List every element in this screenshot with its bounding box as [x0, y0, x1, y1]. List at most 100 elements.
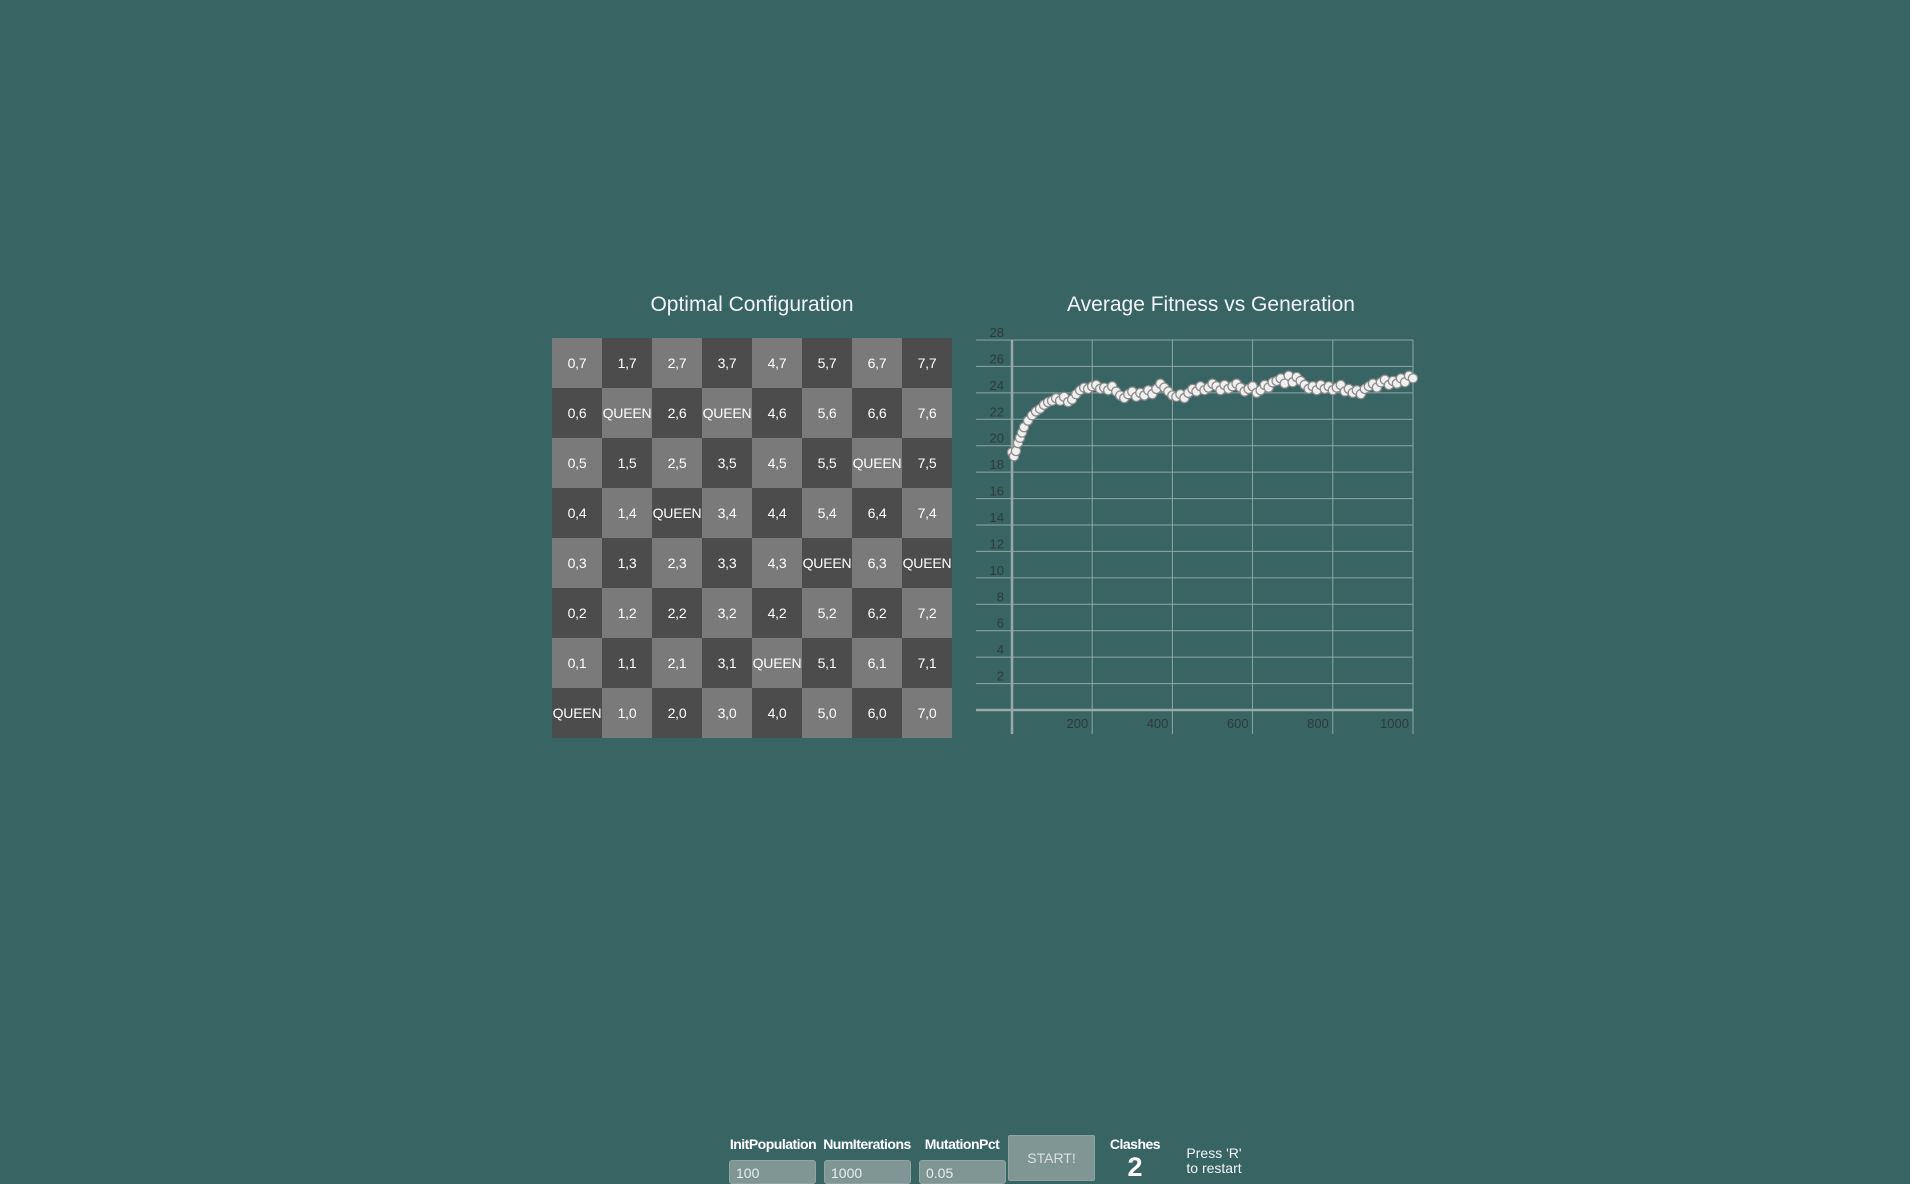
- board-cell-queen: QUEEN: [702, 388, 752, 438]
- chart-title: Average Fitness vs Generation: [1067, 293, 1355, 316]
- board-cell: 3,5: [702, 438, 752, 488]
- board-cell: 0,5: [552, 438, 602, 488]
- init-population-input[interactable]: [729, 1160, 816, 1184]
- x-tick-label: 600: [1227, 716, 1249, 731]
- board-cell: 5,7: [802, 338, 852, 388]
- board-title: Optimal Configuration: [650, 293, 854, 316]
- board-cell: 2,1: [652, 638, 702, 688]
- board-cell: 7,5: [902, 438, 952, 488]
- board-cell-queen: QUEEN: [602, 388, 652, 438]
- board-cell: 5,2: [802, 588, 852, 638]
- board-cell: 6,4: [852, 488, 902, 538]
- board-cell-queen: QUEEN: [652, 488, 702, 538]
- board-cell: 2,6: [652, 388, 702, 438]
- board-cell: 0,4: [552, 488, 602, 538]
- clashes-value: 2: [1127, 1152, 1143, 1182]
- board-cell: 5,5: [802, 438, 852, 488]
- board-cell: 1,4: [602, 488, 652, 538]
- board-cell: 2,0: [652, 688, 702, 738]
- board-cell: 2,7: [652, 338, 702, 388]
- board-cell: 0,6: [552, 388, 602, 438]
- chess-board: 0,7 1,7 2,7 3,7 4,7 5,7 6,7 7,7 0,6 QUEEN 2,6 QUEEN…: [552, 338, 952, 738]
- mutation-pct-input[interactable]: [919, 1160, 1006, 1184]
- x-tick-label: 1000: [1380, 716, 1409, 731]
- board-cell: 1,3: [602, 538, 652, 588]
- board-cell: 4,2: [752, 588, 802, 638]
- board-cell: 0,2: [552, 588, 602, 638]
- board-cell: 3,7: [702, 338, 752, 388]
- board-cell: 2,5: [652, 438, 702, 488]
- y-tick-label: 22: [990, 404, 1004, 419]
- board-cell: 7,1: [902, 638, 952, 688]
- board-cell: 3,0: [702, 688, 752, 738]
- board-cell: 7,6: [902, 388, 952, 438]
- start-button[interactable]: START!: [1008, 1135, 1095, 1181]
- clashes-label: Clashes: [1109, 1136, 1161, 1152]
- board-cell: 6,2: [852, 588, 902, 638]
- board-cell: 0,1: [552, 638, 602, 688]
- board-cell: 3,1: [702, 638, 752, 688]
- restart-hint-line-1: Press 'R': [1186, 1145, 1242, 1161]
- board-cell: 5,0: [802, 688, 852, 738]
- y-tick-label: 18: [990, 457, 1004, 472]
- board-cell: 5,6: [802, 388, 852, 438]
- board-cell: 6,6: [852, 388, 902, 438]
- board-cell: 1,5: [602, 438, 652, 488]
- board-cell: 4,5: [752, 438, 802, 488]
- board-cell: 6,3: [852, 538, 902, 588]
- board-cell-queen: QUEEN: [852, 438, 902, 488]
- board-cell: 6,1: [852, 638, 902, 688]
- y-tick-label: 20: [990, 431, 1004, 446]
- board-cell: 2,2: [652, 588, 702, 638]
- board-cell-queen: QUEEN: [802, 538, 852, 588]
- y-tick-label: 16: [990, 484, 1004, 499]
- data-point: [1407, 373, 1419, 384]
- num-iterations-input[interactable]: [824, 1160, 911, 1184]
- mutation-pct-label: MutationPct: [924, 1136, 1000, 1152]
- board-cell: 3,4: [702, 488, 752, 538]
- board-cell: 7,4: [902, 488, 952, 538]
- board-cell: 3,3: [702, 538, 752, 588]
- board-cell: 4,0: [752, 688, 802, 738]
- y-tick-label: 4: [997, 642, 1004, 657]
- board-cell: 4,4: [752, 488, 802, 538]
- y-tick-label: 2: [997, 669, 1004, 684]
- y-tick-label: 12: [990, 536, 1004, 551]
- board-cell-queen: QUEEN: [902, 538, 952, 588]
- y-tick-label: 28: [990, 325, 1004, 340]
- init-population-label: InitPopulation: [729, 1136, 817, 1152]
- num-iterations-label: NumIterations: [823, 1136, 911, 1152]
- board-cell: 7,2: [902, 588, 952, 638]
- y-tick-label: 10: [990, 563, 1004, 578]
- board-cell: 2,3: [652, 538, 702, 588]
- fitness-chart: 2 4 6 8 10 12 14 16 18 20 22 24 26 28 200 400 600 800 1000: [970, 320, 1420, 740]
- board-cell: 6,0: [852, 688, 902, 738]
- board-cell: 4,7: [752, 338, 802, 388]
- board-cell: 1,2: [602, 588, 652, 638]
- board-cell: 0,3: [552, 538, 602, 588]
- x-tick-label: 400: [1147, 716, 1169, 731]
- restart-hint-line-2: to restart: [1186, 1160, 1242, 1176]
- board-cell: 7,7: [902, 338, 952, 388]
- y-tick-label: 14: [990, 510, 1004, 525]
- restart-hint: Press 'R' to restart: [1178, 1146, 1250, 1176]
- board-cell: 5,4: [802, 488, 852, 538]
- board-cell: 1,1: [602, 638, 652, 688]
- x-tick-label: 800: [1307, 716, 1329, 731]
- y-tick-label: 8: [997, 589, 1004, 604]
- board-cell: 5,1: [802, 638, 852, 688]
- board-cell: 3,2: [702, 588, 752, 638]
- board-cell: 4,3: [752, 538, 802, 588]
- y-tick-label: 26: [990, 351, 1004, 366]
- board-cell: 1,7: [602, 338, 652, 388]
- y-tick-label: 6: [997, 616, 1004, 631]
- board-cell: 0,7: [552, 338, 602, 388]
- board-cell: 1,0: [602, 688, 652, 738]
- board-cell: 6,7: [852, 338, 902, 388]
- y-tick-label: 24: [990, 378, 1004, 393]
- x-tick-label: 200: [1066, 716, 1088, 731]
- board-cell: 7,0: [902, 688, 952, 738]
- board-cell: 4,6: [752, 388, 802, 438]
- board-cell-queen: QUEEN: [552, 688, 602, 738]
